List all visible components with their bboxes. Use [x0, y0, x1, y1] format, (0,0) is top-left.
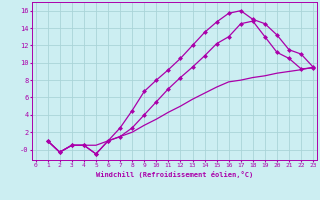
X-axis label: Windchill (Refroidissement éolien,°C): Windchill (Refroidissement éolien,°C) — [96, 171, 253, 178]
